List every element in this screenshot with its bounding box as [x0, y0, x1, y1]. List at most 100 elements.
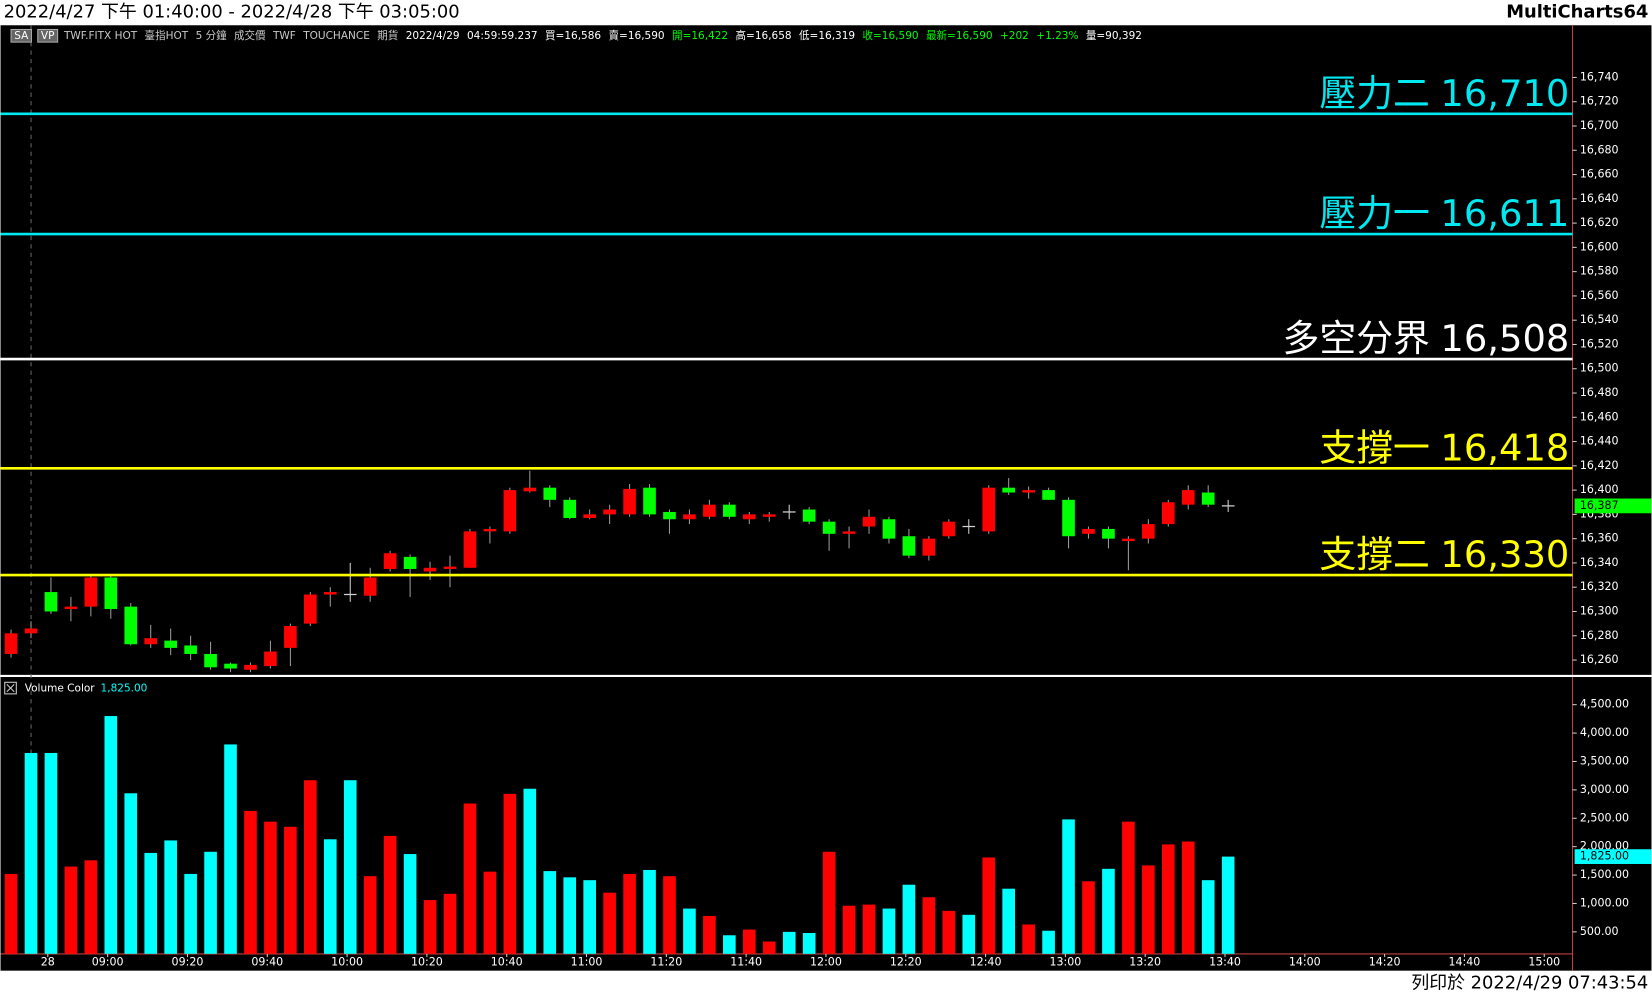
date-range: 2022/4/27 下午 01:40:00 - 2022/4/28 下午 03:… — [4, 2, 460, 23]
candle-body — [1002, 487, 1015, 493]
volume-bar — [1201, 880, 1215, 954]
toolbar-item: TOUCHANCE — [302, 30, 370, 42]
candle-body — [563, 499, 577, 519]
legend-box[interactable] — [4, 681, 17, 695]
volume-bar — [822, 851, 836, 954]
toolbar-item: +1.23% — [1036, 30, 1078, 42]
candle-body — [862, 516, 876, 527]
x-tick-label: 12:20 — [890, 955, 922, 968]
y-tick-label: 16,480 — [1580, 386, 1619, 399]
x-tick-label: 10:00 — [331, 955, 363, 968]
volume-bar — [224, 744, 237, 954]
y-tick-label: 16,660 — [1580, 168, 1619, 181]
y-tick-label: 1,500.00 — [1580, 868, 1629, 881]
y-tick-label: 16,720 — [1580, 95, 1619, 108]
volume-bar — [543, 871, 557, 954]
last-price-label: 16,387 — [1580, 499, 1619, 512]
x-tick-label: 11:40 — [730, 955, 762, 968]
volume-bar — [523, 788, 537, 954]
candle-body — [463, 531, 477, 568]
volume-bar — [842, 905, 856, 954]
candle-body — [1142, 524, 1155, 539]
volume-bar — [144, 852, 158, 954]
candle-body — [723, 504, 736, 517]
level-label: 壓力二 16,710 — [1319, 71, 1569, 114]
axes: 16,260 16,280 16,300 16,320 16,340 16,360 16,3… — [41, 70, 1652, 968]
x-tick-label: 10:20 — [411, 955, 443, 968]
toolbar-item: 期貨 — [377, 29, 398, 42]
print-time: 列印於 2022/4/29 07:43:54 — [1411, 972, 1648, 993]
chart-background — [0, 25, 1652, 971]
volume-bar — [84, 860, 98, 954]
y-tick-label: 16,540 — [1580, 313, 1619, 326]
candle-body — [523, 487, 537, 492]
candle-body — [4, 633, 18, 654]
y-tick-label: 16,640 — [1580, 192, 1619, 205]
level-value: 16,508 — [1440, 317, 1569, 360]
toolbar-item: 2022/4/29 — [406, 30, 460, 42]
candle-body — [144, 638, 158, 645]
toolbar-item: VP — [41, 30, 55, 42]
volume-bar — [962, 914, 976, 954]
y-tick-label: 4,000.00 — [1580, 726, 1629, 739]
volume-bar — [723, 935, 736, 954]
volume-bar — [683, 908, 696, 954]
level-name: 壓力一 — [1319, 192, 1430, 235]
volume-bar — [703, 915, 716, 954]
volume-bar — [563, 877, 577, 954]
candle-body — [44, 592, 58, 612]
toolbar-item: 買=16,586 — [545, 30, 601, 42]
toolbar-item: 賣=16,590 — [609, 29, 665, 42]
volume-bar — [603, 892, 616, 954]
candle-body — [264, 651, 277, 667]
volume-bar — [44, 752, 58, 954]
x-tick-label: 10:40 — [491, 955, 523, 968]
volume-bar — [423, 900, 437, 954]
candle-body — [623, 488, 636, 515]
volume-bar — [443, 893, 457, 954]
app-name: MultiCharts64 — [1506, 2, 1648, 23]
candle-body — [383, 553, 397, 570]
price-panel — [0, 112, 1573, 673]
toolbar: SA VP TWF.FITX HOT 臺指HOT 5 分鐘 成交價 TWF TOUCHANCE… — [10, 29, 1142, 43]
volume-bar — [463, 803, 477, 954]
volume-bar — [623, 873, 636, 954]
current-volume-label: 1,825.00 — [1580, 850, 1629, 863]
candle-body — [1042, 490, 1055, 500]
candle-body — [1201, 492, 1215, 505]
candle-body — [1062, 499, 1075, 537]
volume-bar — [204, 851, 217, 954]
volume-bar — [1102, 868, 1115, 954]
candle-body — [304, 594, 317, 624]
candle-body — [224, 663, 237, 669]
candle-body — [323, 592, 337, 595]
candle-body — [483, 528, 497, 532]
volume-bar — [643, 869, 656, 954]
x-tick-label: 14:20 — [1369, 955, 1401, 968]
volume-bar — [244, 810, 257, 954]
volume-bar — [483, 871, 497, 954]
x-tick-label: 15:00 — [1528, 955, 1560, 968]
candle-body — [603, 509, 616, 515]
toolbar-item: 量=90,392 — [1086, 30, 1142, 42]
legend-icon — [6, 684, 15, 693]
y-tick-label: 500.00 — [1580, 925, 1619, 938]
volume-bar — [1042, 930, 1055, 954]
candle-body — [583, 514, 596, 519]
volume-bar — [862, 904, 876, 954]
candle-body — [802, 509, 816, 522]
y-tick-label: 16,360 — [1580, 532, 1619, 545]
y-tick-label: 16,500 — [1580, 362, 1619, 375]
candle-body — [423, 567, 437, 572]
toolbar-item: 收=16,590 — [862, 29, 918, 42]
volume-bar — [284, 826, 297, 954]
last-price-tag — [1574, 498, 1652, 514]
volume-bar — [762, 941, 776, 954]
x-tick-label: 12:00 — [810, 955, 842, 968]
volume-bar — [304, 780, 317, 954]
candle-body — [1161, 502, 1175, 525]
volume-bar — [403, 854, 417, 954]
x-tick-label: 09:20 — [172, 955, 204, 968]
